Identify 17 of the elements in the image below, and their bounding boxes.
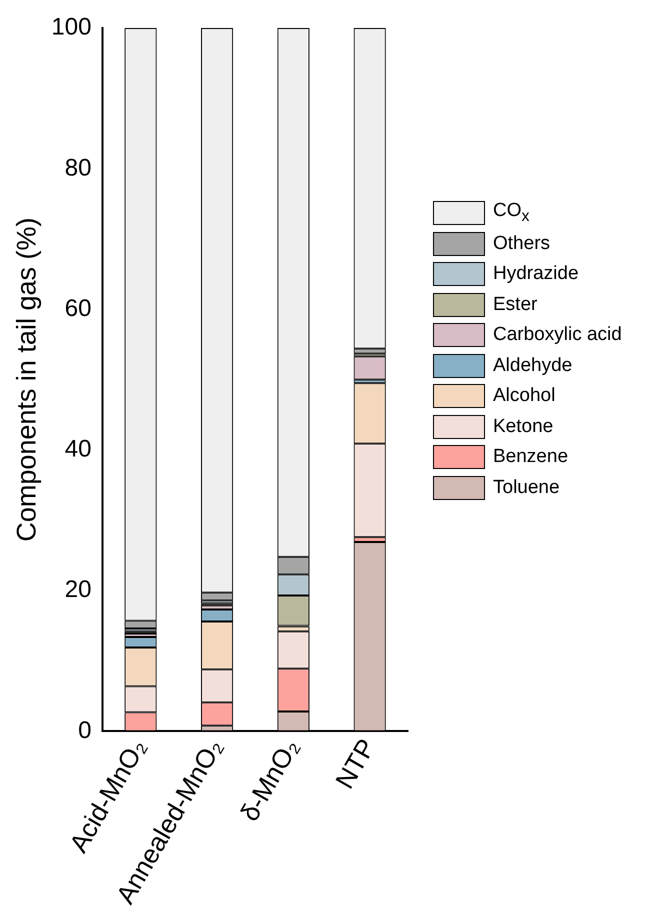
legend-label: Ketone bbox=[493, 416, 554, 438]
y-tick-label: 100 bbox=[51, 14, 92, 41]
legend-label: Benzene bbox=[493, 446, 568, 468]
legend-label: Others bbox=[493, 232, 550, 255]
y-tick-label: 40 bbox=[64, 436, 92, 463]
legend-label: Carboxylic acid bbox=[493, 324, 622, 346]
y-tick-label: 0 bbox=[78, 716, 92, 744]
legend-label: Alcohol bbox=[493, 385, 556, 408]
legend-label: Toluene bbox=[493, 476, 560, 499]
legend-label: CO$_{x}$ bbox=[493, 200, 530, 226]
legend-label: Hydrazide bbox=[493, 263, 579, 286]
y-axis-title: Components in tail gas (%) bbox=[12, 218, 42, 542]
legend-label: Aldehyde bbox=[493, 354, 572, 377]
y-tick-label: 20 bbox=[64, 576, 92, 604]
legend-label: Ester bbox=[493, 294, 538, 316]
y-tick-label: 80 bbox=[64, 154, 92, 182]
y-tick-label: 60 bbox=[64, 294, 92, 322]
